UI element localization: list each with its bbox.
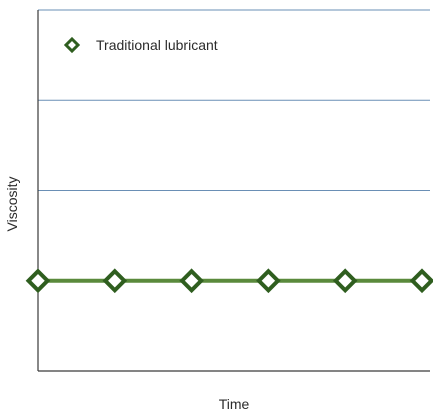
x-axis-title: Time [219,396,250,412]
legend: Traditional lubricant [63,36,218,54]
data-point-marker [332,268,358,294]
legend-marker-icon [63,36,81,54]
legend-label: Traditional lubricant [96,37,218,53]
data-point-marker [179,268,204,294]
data-point-marker [256,268,281,294]
data-point-marker [102,268,128,294]
data-point-marker [25,268,51,294]
series-layer [25,268,433,294]
y-axis-title: Viscosity [4,177,20,232]
data-point-marker [409,268,433,294]
